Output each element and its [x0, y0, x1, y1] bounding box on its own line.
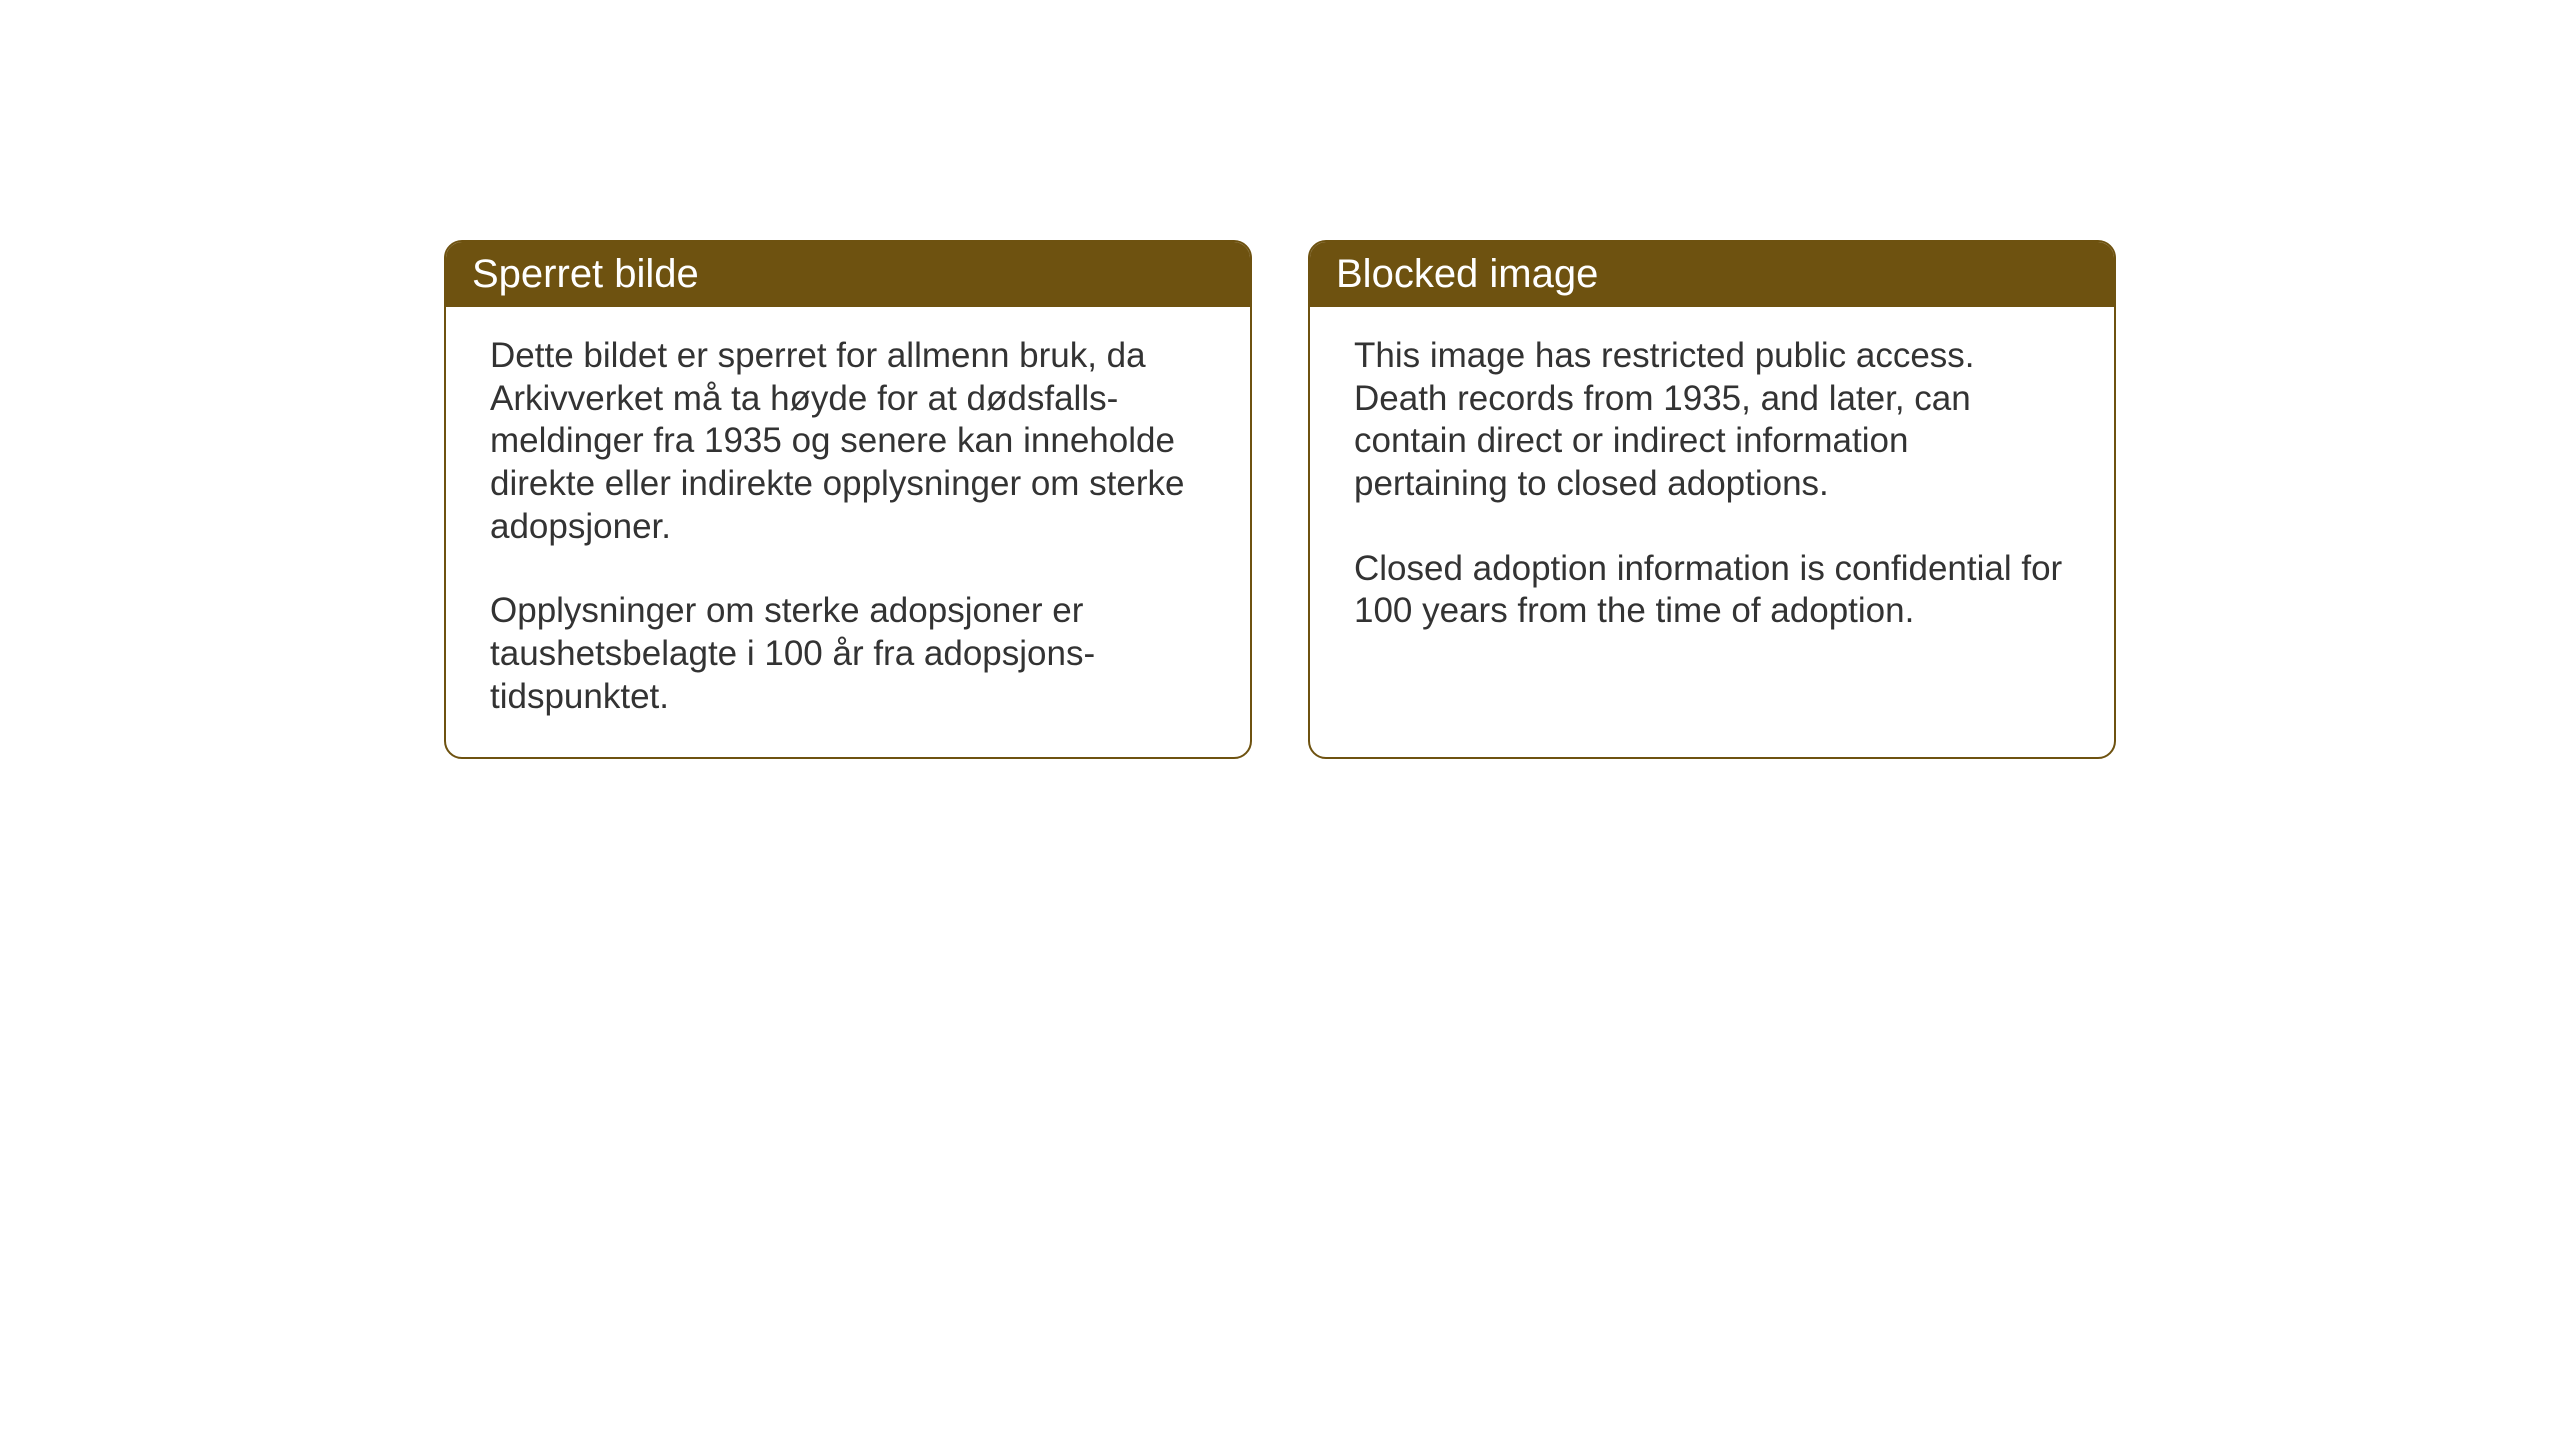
- norwegian-card: Sperret bilde Dette bildet er sperret fo…: [444, 240, 1252, 759]
- cards-container: Sperret bilde Dette bildet er sperret fo…: [444, 240, 2116, 759]
- norwegian-card-header: Sperret bilde: [446, 242, 1250, 307]
- norwegian-card-body: Dette bildet er sperret for allmenn bruk…: [446, 307, 1250, 757]
- english-card-body: This image has restricted public access.…: [1310, 307, 2114, 671]
- norwegian-paragraph-1: Dette bildet er sperret for allmenn bruk…: [490, 335, 1206, 548]
- norwegian-card-title: Sperret bilde: [472, 252, 699, 296]
- english-card-header: Blocked image: [1310, 242, 2114, 307]
- english-paragraph-1: This image has restricted public access.…: [1354, 335, 2070, 506]
- english-paragraph-2: Closed adoption information is confident…: [1354, 548, 2070, 633]
- english-card: Blocked image This image has restricted …: [1308, 240, 2116, 759]
- english-card-title: Blocked image: [1336, 252, 1598, 296]
- norwegian-paragraph-2: Opplysninger om sterke adopsjoner er tau…: [490, 590, 1206, 718]
